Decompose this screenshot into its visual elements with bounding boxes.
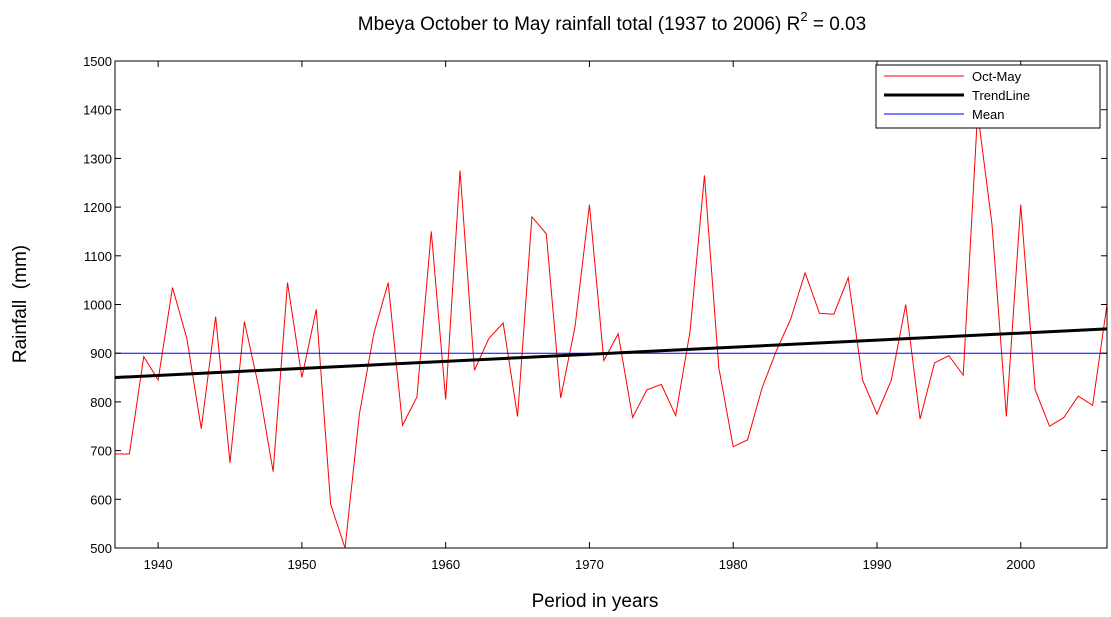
y-tick-label: 1300 <box>83 151 112 166</box>
y-tick-label: 1000 <box>83 298 112 313</box>
series-line <box>115 327 1107 380</box>
y-tick-label: 900 <box>90 346 112 361</box>
y-tick-label: 1500 <box>83 54 112 69</box>
x-tick-label: 1950 <box>287 557 316 572</box>
chart-title: Mbeya October to May rainfall total (193… <box>358 9 866 35</box>
y-tick-label: 1100 <box>84 249 112 264</box>
x-tick-label: 1940 <box>144 557 173 572</box>
x-tick-label: 1970 <box>575 557 604 572</box>
title-suffix: = 0.03 <box>808 14 867 35</box>
y-tick-label: 800 <box>90 395 112 410</box>
y-tick-label: 700 <box>90 444 112 459</box>
series-line <box>115 112 1107 548</box>
x-tick-label: 2000 <box>1006 557 1035 572</box>
y-tick-label: 500 <box>90 541 112 556</box>
legend-label: Oct-May <box>972 69 1022 84</box>
plot-area <box>115 112 1107 548</box>
x-tick-label: 1990 <box>863 557 892 572</box>
axes-box <box>114 60 1108 549</box>
x-tick-label: 1960 <box>431 557 460 572</box>
y-tick-label: 600 <box>90 492 112 507</box>
y-tick-label: 1400 <box>83 103 112 118</box>
title-main: Mbeya October to May rainfall total (193… <box>358 14 801 35</box>
legend-label: Mean <box>972 107 1005 122</box>
y-axis-label: Rainfall (mm) <box>10 245 31 363</box>
legend-label: TrendLine <box>972 88 1030 103</box>
x-axis-label: Period in years <box>532 591 659 612</box>
title-superscript: 2 <box>800 9 807 24</box>
x-tick-label: 1980 <box>719 557 748 572</box>
y-tick-label: 1200 <box>83 200 112 215</box>
